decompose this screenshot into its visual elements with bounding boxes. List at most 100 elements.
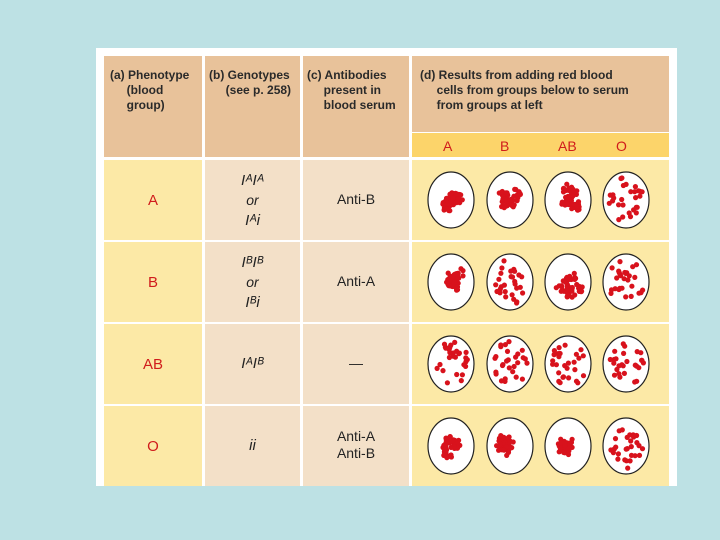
red-cell xyxy=(639,357,645,363)
red-cell xyxy=(512,278,518,285)
petri-dish-ab-b-dispersed xyxy=(486,335,534,393)
phenotype-cell-ab: AB xyxy=(104,324,202,404)
dish-outline xyxy=(427,335,475,393)
antibodies-text: Anti-A xyxy=(336,273,376,289)
red-cell xyxy=(503,294,509,300)
red-cell xyxy=(557,380,563,386)
red-cell xyxy=(632,362,639,368)
phenotype-cell-a: A xyxy=(104,160,202,240)
genotype-cell-a: IᴬIᴬ or Iᴬi xyxy=(205,160,300,240)
antibodies-text: Anti-B xyxy=(336,191,376,207)
red-cell xyxy=(520,290,526,296)
petri-dish-a-a-clumped xyxy=(427,171,475,229)
red-cell xyxy=(624,434,630,440)
red-cell xyxy=(619,196,625,203)
red-cell xyxy=(454,191,460,197)
red-cell xyxy=(445,200,451,207)
red-cell xyxy=(572,276,578,282)
red-cell xyxy=(501,258,507,264)
red-cell xyxy=(566,375,572,381)
red-cell xyxy=(616,363,622,369)
red-cell xyxy=(636,290,642,296)
red-cell xyxy=(437,361,443,368)
red-cell xyxy=(576,355,582,361)
petri-dish-b-o-dispersed xyxy=(602,253,650,311)
red-cell xyxy=(632,184,638,190)
red-cell xyxy=(507,197,513,203)
phenotype-cell-o: O xyxy=(104,406,202,486)
red-cell xyxy=(514,285,520,291)
column-label-a: A xyxy=(443,138,453,154)
red-cell xyxy=(497,286,503,292)
red-cell xyxy=(619,427,625,433)
header-results-text: (d) Results from adding red blood cells … xyxy=(420,68,629,112)
petri-dish-o-ab-clumped xyxy=(544,417,592,475)
red-cell xyxy=(566,440,573,446)
red-cell xyxy=(566,276,572,282)
red-cell xyxy=(616,217,622,223)
red-cell xyxy=(551,348,557,354)
red-cell xyxy=(639,446,646,452)
genotype-line2: or xyxy=(246,192,259,208)
red-cell xyxy=(550,361,556,367)
red-cell xyxy=(636,443,642,449)
red-cell xyxy=(498,270,504,276)
petri-dish-o-b-clumped xyxy=(486,417,534,475)
red-cell xyxy=(556,354,562,360)
dish-outline xyxy=(602,417,650,475)
red-cell xyxy=(623,458,630,464)
phenotype-label: A xyxy=(147,192,158,209)
red-cell xyxy=(634,432,640,439)
red-cell xyxy=(628,444,634,450)
phenotype-label: O xyxy=(147,438,159,455)
red-cell xyxy=(633,195,639,201)
red-cell xyxy=(561,449,567,455)
red-cell xyxy=(626,210,632,216)
red-cell xyxy=(441,341,448,347)
red-cell xyxy=(634,204,640,210)
red-cell xyxy=(503,190,509,196)
red-cell xyxy=(502,342,508,348)
red-cell xyxy=(515,351,521,357)
red-cell xyxy=(565,360,571,366)
red-cell xyxy=(562,363,568,369)
phenotype-label: AB xyxy=(142,356,163,373)
red-cell xyxy=(640,287,646,293)
red-cell xyxy=(628,438,634,444)
antibodies-text: — xyxy=(349,355,363,371)
red-cell xyxy=(612,436,619,442)
dish-outline xyxy=(486,253,534,311)
petri-dish-o-a-clumped xyxy=(427,417,475,475)
petri-dish-b-b-dispersed xyxy=(486,253,534,311)
red-cell xyxy=(562,342,568,348)
red-cell xyxy=(451,280,457,286)
red-cell xyxy=(633,210,639,216)
red-cell xyxy=(498,342,504,348)
red-cell xyxy=(580,373,587,379)
antibodies-cell-o: Anti-A Anti-B xyxy=(303,406,409,486)
red-cell xyxy=(624,446,630,452)
red-cell xyxy=(509,274,516,280)
red-cell xyxy=(496,190,502,196)
red-cell xyxy=(454,287,460,293)
red-cell xyxy=(506,365,512,371)
red-cell xyxy=(574,281,580,288)
red-cell xyxy=(614,275,620,281)
dish-outline xyxy=(602,171,650,229)
red-cell xyxy=(625,465,631,471)
red-cell xyxy=(502,289,508,295)
phenotype-cell-b: B xyxy=(104,242,202,322)
petri-dish-a-o-dispersed xyxy=(602,171,650,229)
red-cell xyxy=(633,262,640,268)
blood-group-table: (a) Phenotype (blood group) (b) Genotype… xyxy=(96,48,677,486)
petri-dish-o-o-dispersed xyxy=(602,417,650,475)
header-antibodies: (c) Antibodies present in blood serum xyxy=(303,56,409,157)
red-cell xyxy=(458,378,464,384)
red-cell xyxy=(616,371,622,377)
red-cell xyxy=(612,286,618,292)
red-cell xyxy=(607,192,613,198)
petri-dish-b-a-clumped xyxy=(427,253,475,311)
red-cell xyxy=(571,270,577,276)
antibodies-cell-b: Anti-A xyxy=(303,242,409,322)
red-cell xyxy=(569,284,575,291)
